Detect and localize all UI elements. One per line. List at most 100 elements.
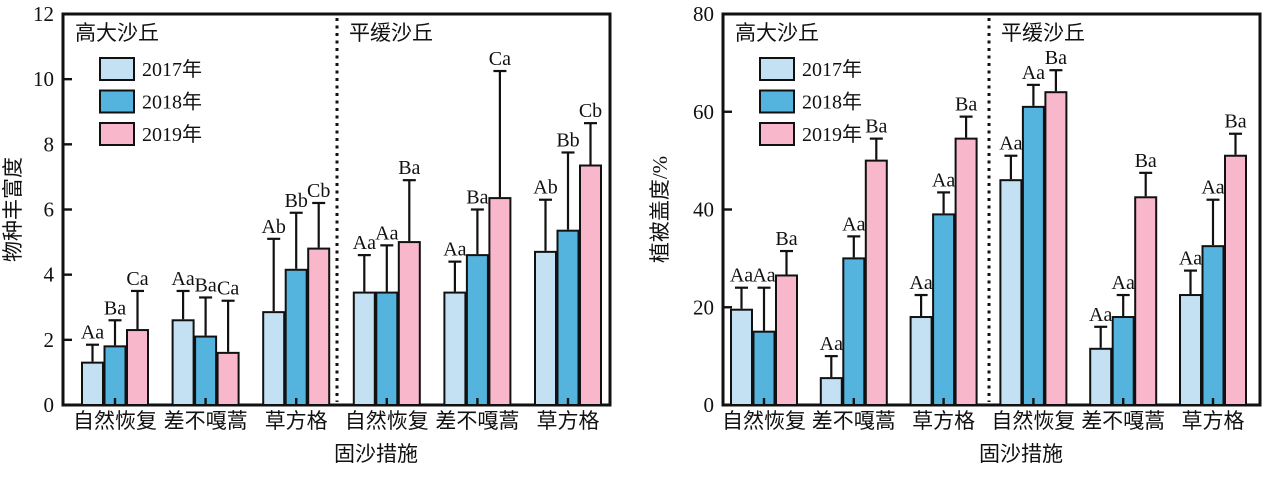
significance-label: Aa [1179, 248, 1202, 270]
x-axis-title: 固沙措施 [979, 442, 1063, 466]
legend-label: 2019年 [142, 123, 202, 146]
significance-label: Aa [932, 169, 955, 191]
significance-label: Bb [556, 129, 579, 151]
significance-label: Ba [398, 157, 420, 179]
panel-label: 平缓沙丘 [1001, 21, 1085, 45]
bar-2017年-草方格 [262, 311, 286, 407]
bar-2017年-差不嘎蒿 [1089, 347, 1113, 407]
y-axis-title: 植被盖度/% [648, 156, 672, 263]
bar-2018年-自然恢复 [1021, 105, 1045, 407]
y-tick-label: 2 [44, 328, 55, 352]
x-axis-title: 固沙措施 [334, 442, 418, 466]
significance-label: Aa [375, 222, 398, 244]
x-category-label: 草方格 [265, 409, 328, 433]
significance-label: Ab [261, 216, 285, 238]
bar-2017年-自然恢复 [81, 361, 104, 406]
y-tick-label: 8 [44, 132, 55, 156]
significance-label: Ca [126, 268, 148, 290]
y-tick-label: 40 [693, 198, 714, 222]
y-tick-label: 80 [693, 2, 714, 26]
significance-label: Ba [865, 116, 887, 138]
significance-label: Ba [194, 274, 216, 296]
bar-2017年-自然恢复 [999, 179, 1023, 406]
panel-label: 平缓沙丘 [349, 21, 433, 45]
significance-label: Ba [955, 94, 977, 116]
bar-2019年-差不嘎蒿 [864, 159, 888, 406]
y-tick-label: 10 [33, 67, 54, 91]
y-tick-label: 4 [44, 263, 55, 287]
bar-2019年-自然恢复 [1044, 91, 1068, 406]
x-category-label: 自然恢复 [345, 409, 429, 433]
bar-2019年-差不嘎蒿 [1134, 196, 1158, 406]
significance-label: Cb [307, 180, 330, 202]
legend-swatch-2017年 [759, 57, 795, 81]
legend-swatch-2019年 [99, 122, 135, 146]
x-category-label: 草方格 [912, 409, 975, 433]
bar-2019年-自然恢复 [397, 241, 421, 406]
bar-2018年-自然恢复 [103, 345, 127, 407]
significance-label: Cb [579, 100, 602, 122]
x-category-label: 自然恢复 [991, 409, 1075, 433]
y-tick-label: 6 [44, 198, 55, 222]
significance-label: Aa [842, 213, 865, 235]
significance-label: Aa [999, 133, 1022, 155]
significance-label: Ca [217, 278, 239, 300]
bar-2017年-草方格 [909, 316, 933, 406]
significance-label: Ba [1135, 150, 1157, 172]
significance-label: Aa [443, 239, 466, 261]
significance-label: Aa [730, 265, 753, 287]
significance-label: Aa [81, 322, 104, 344]
significance-label: Ba [466, 187, 488, 209]
legend-label: 2017年 [142, 58, 202, 81]
bar-2018年-自然恢复 [752, 330, 776, 406]
significance-label: Aa [820, 333, 843, 355]
y-tick-label: 0 [704, 393, 715, 417]
bar-2017年-自然恢复 [352, 291, 376, 406]
significance-label: Aa [171, 268, 194, 290]
x-category-label: 自然恢复 [722, 409, 806, 433]
y-tick-label: 60 [693, 100, 714, 124]
legend-swatch-2018年 [99, 89, 135, 114]
significance-label: Ba [775, 228, 797, 250]
legend-label: 2017年 [802, 58, 862, 81]
bar-2019年-差不嘎蒿 [488, 197, 512, 406]
bar-2019年-草方格 [579, 164, 602, 406]
x-category-label: 差不嘎蒿 [164, 409, 248, 433]
x-category-label: 草方格 [1182, 409, 1245, 433]
x-category-label: 差不嘎蒿 [1081, 409, 1165, 433]
significance-label: Aa [752, 265, 775, 287]
y-tick-label: 12 [33, 2, 54, 26]
panel-label: 高大沙丘 [735, 21, 819, 45]
significance-label: Bb [285, 190, 308, 212]
x-category-label: 自然恢复 [73, 409, 157, 433]
bar-2017年-差不嘎蒿 [819, 377, 843, 406]
bar-2019年-差不嘎蒿 [216, 351, 240, 407]
bar-2019年-草方格 [1224, 154, 1247, 406]
y-tick-label: 0 [44, 393, 55, 417]
bar-2018年-差不嘎蒿 [842, 257, 866, 406]
bar-2017年-差不嘎蒿 [171, 319, 195, 406]
legend-label: 2018年 [142, 91, 202, 114]
bar-2018年-自然恢复 [375, 291, 399, 406]
significance-label: Aa [1112, 272, 1135, 294]
significance-label: Ba [104, 297, 126, 319]
significance-label: Aa [1089, 304, 1112, 326]
bar-2017年-草方格 [1179, 294, 1202, 406]
x-category-label: 草方格 [537, 409, 600, 433]
bar-2019年-自然恢复 [775, 274, 798, 407]
legend-swatch-2019年 [759, 122, 795, 146]
bar-2019年-自然恢复 [126, 329, 149, 406]
significance-label: Aa [909, 272, 932, 294]
significance-label: Aa [353, 232, 376, 254]
significance-label: Ba [1224, 111, 1246, 133]
legend-swatch-2018年 [759, 89, 795, 114]
bar-2017年-差不嘎蒿 [443, 291, 467, 406]
bar-2019年-草方格 [954, 137, 978, 406]
bar-2018年-草方格 [932, 213, 956, 406]
bar-2018年-差不嘎蒿 [194, 335, 218, 407]
significance-label: Aa [1201, 177, 1224, 199]
bar-2017年-草方格 [534, 250, 557, 406]
significance-label: Ab [533, 177, 557, 199]
